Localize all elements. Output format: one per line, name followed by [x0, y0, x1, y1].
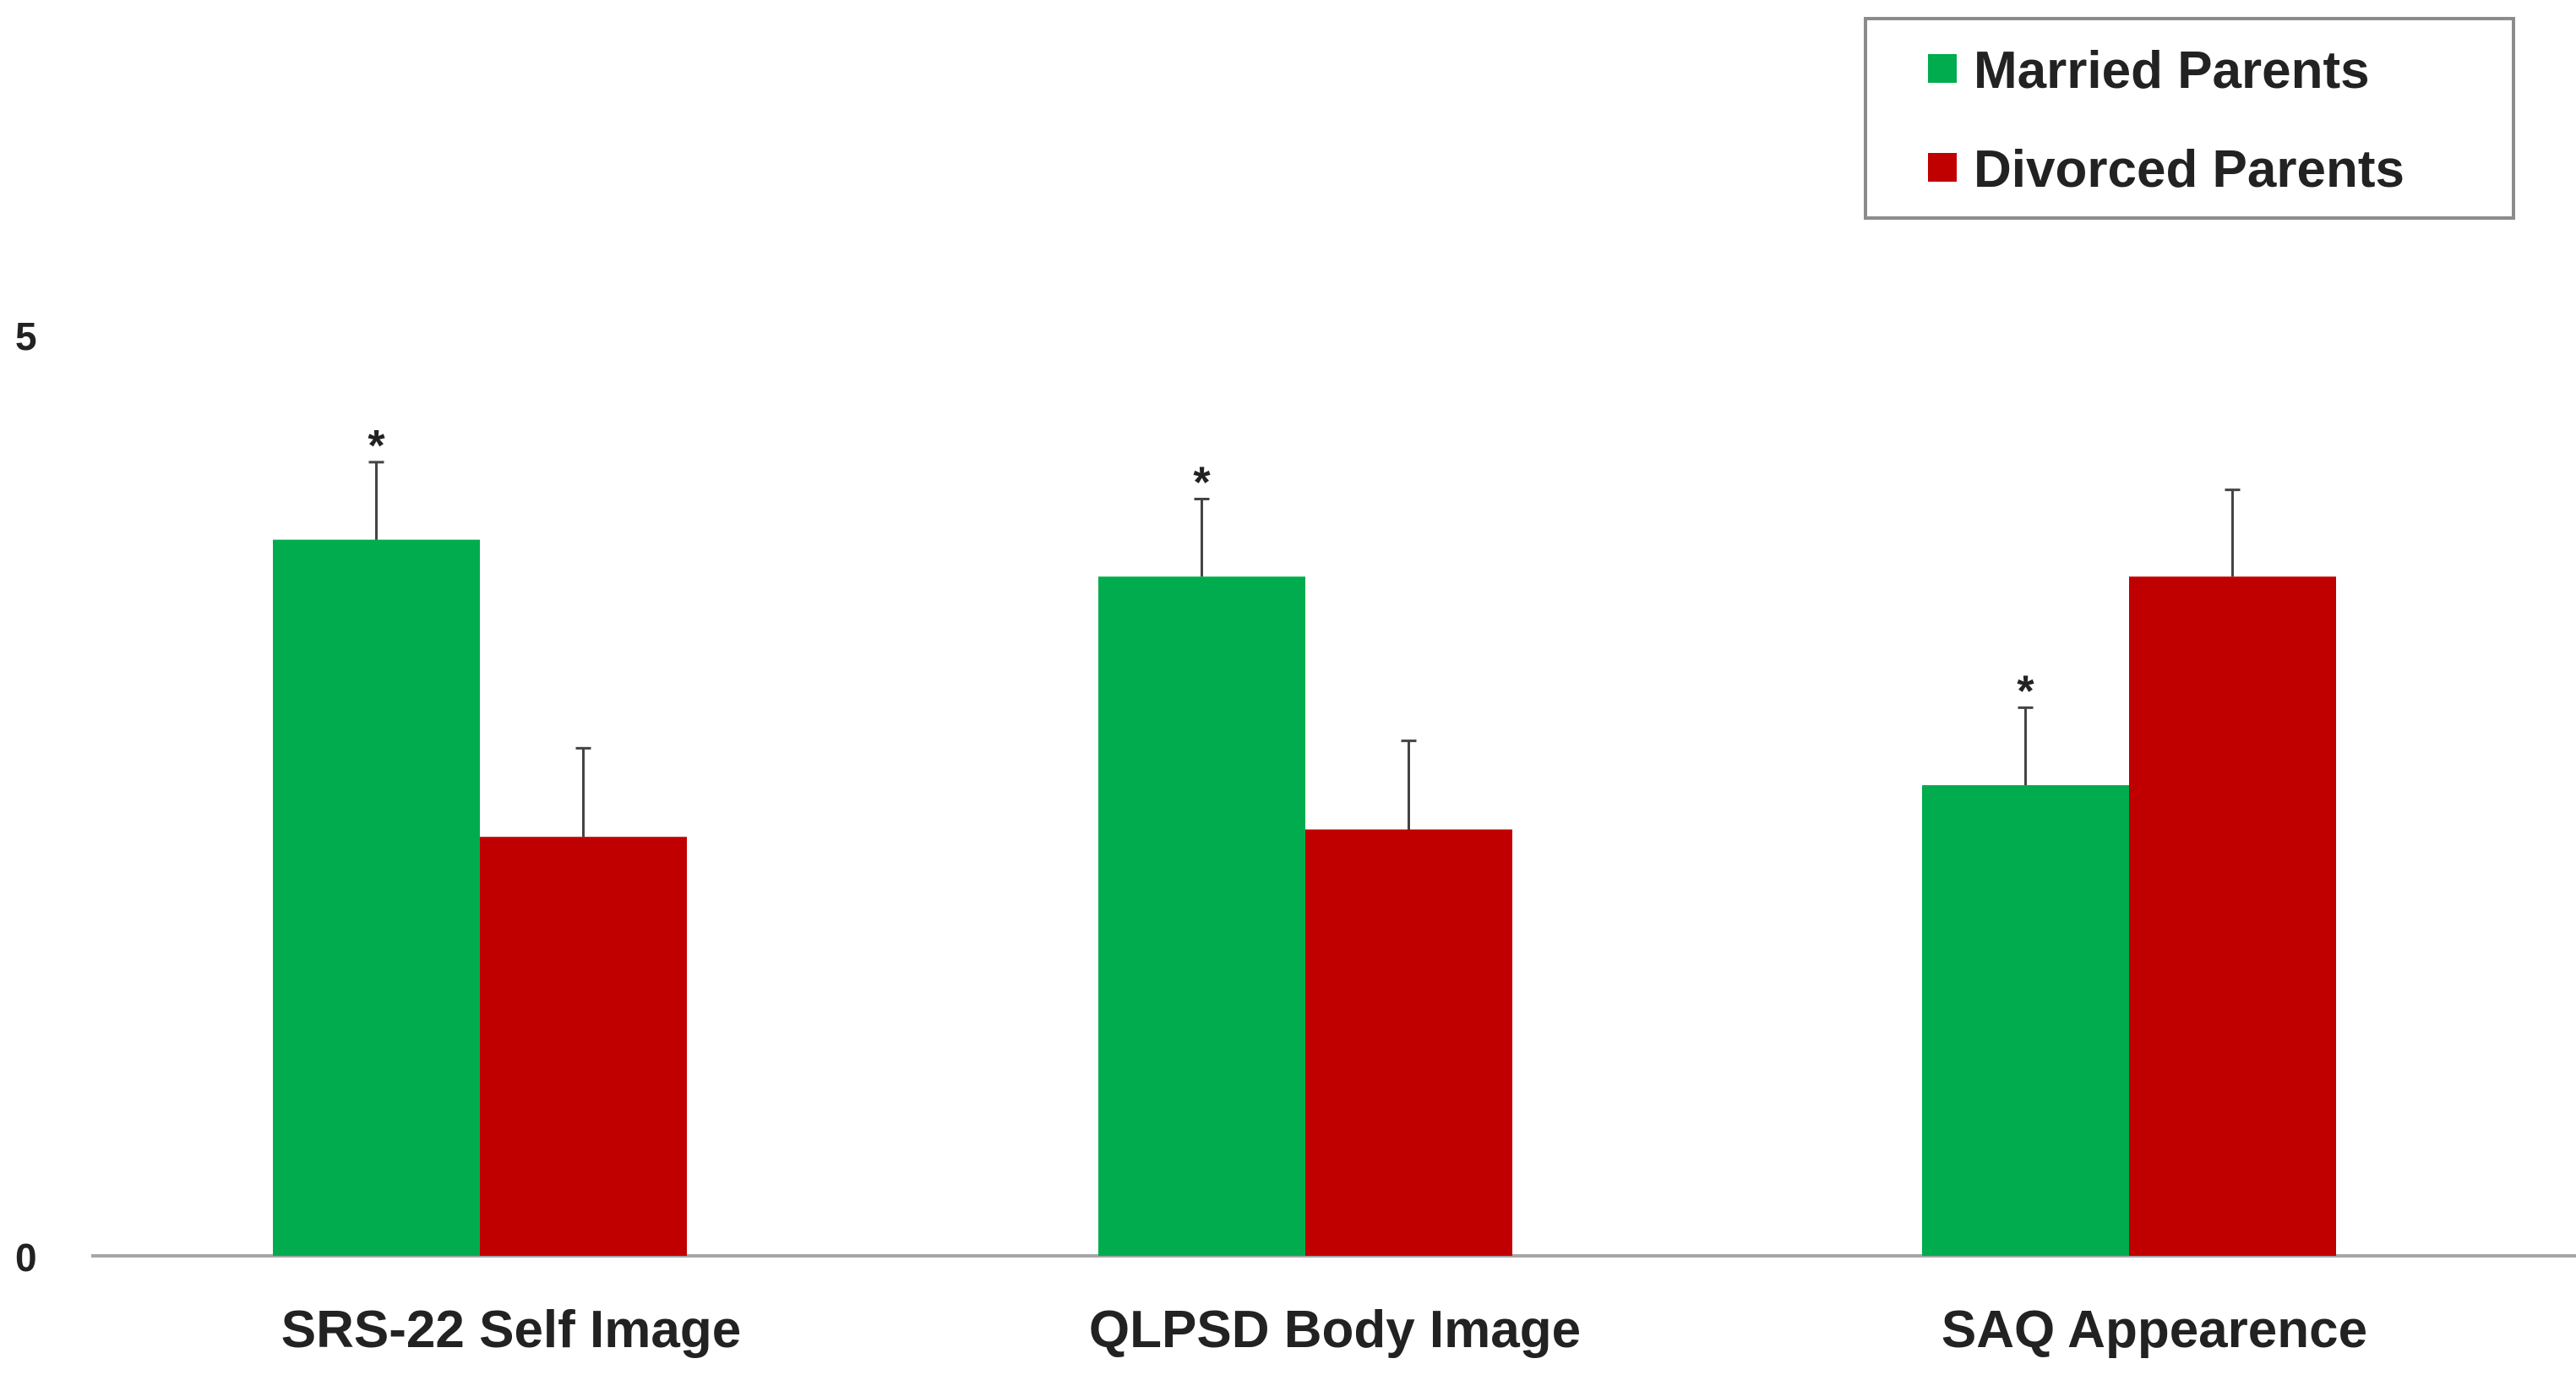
category-label-saq: SAQ Appearence: [1942, 1301, 2367, 1359]
y-tick-label-0: 0: [15, 1236, 37, 1280]
legend-swatch-divorced: [1928, 153, 1957, 182]
bars-layer: * * *: [273, 422, 2336, 1256]
category-label-qlpsd: QLPSD Body Image: [1089, 1301, 1581, 1359]
y-tick-label-5: 5: [15, 314, 37, 358]
legend-swatch-married: [1928, 54, 1957, 83]
significance-marker-saq-appearence-married-parents: *: [2017, 667, 2034, 716]
bar-saq-appearence-married-parents: [1922, 785, 2129, 1256]
legend-box: [1864, 17, 2515, 220]
bar-qlpsd-body-image-divorced-parents: [1305, 829, 1512, 1256]
significance-marker-srs-22-self-image-married-parents: *: [368, 422, 385, 471]
bar-qlpsd-body-image-married-parents: [1098, 576, 1305, 1256]
legend-label-divorced: Divorced Parents: [1974, 140, 2404, 199]
legend: Married Parents Divorced Parents: [1864, 17, 2515, 220]
category-label-srs22: SRS-22 Self Image: [281, 1301, 741, 1359]
bar-saq-appearence-divorced-parents: [2129, 576, 2336, 1256]
legend-label-married: Married Parents: [1974, 41, 2370, 100]
bar-srs-22-self-image-divorced-parents: [480, 837, 687, 1256]
bar-srs-22-self-image-married-parents: [273, 539, 480, 1256]
significance-marker-qlpsd-body-image-married-parents: *: [1193, 459, 1211, 508]
